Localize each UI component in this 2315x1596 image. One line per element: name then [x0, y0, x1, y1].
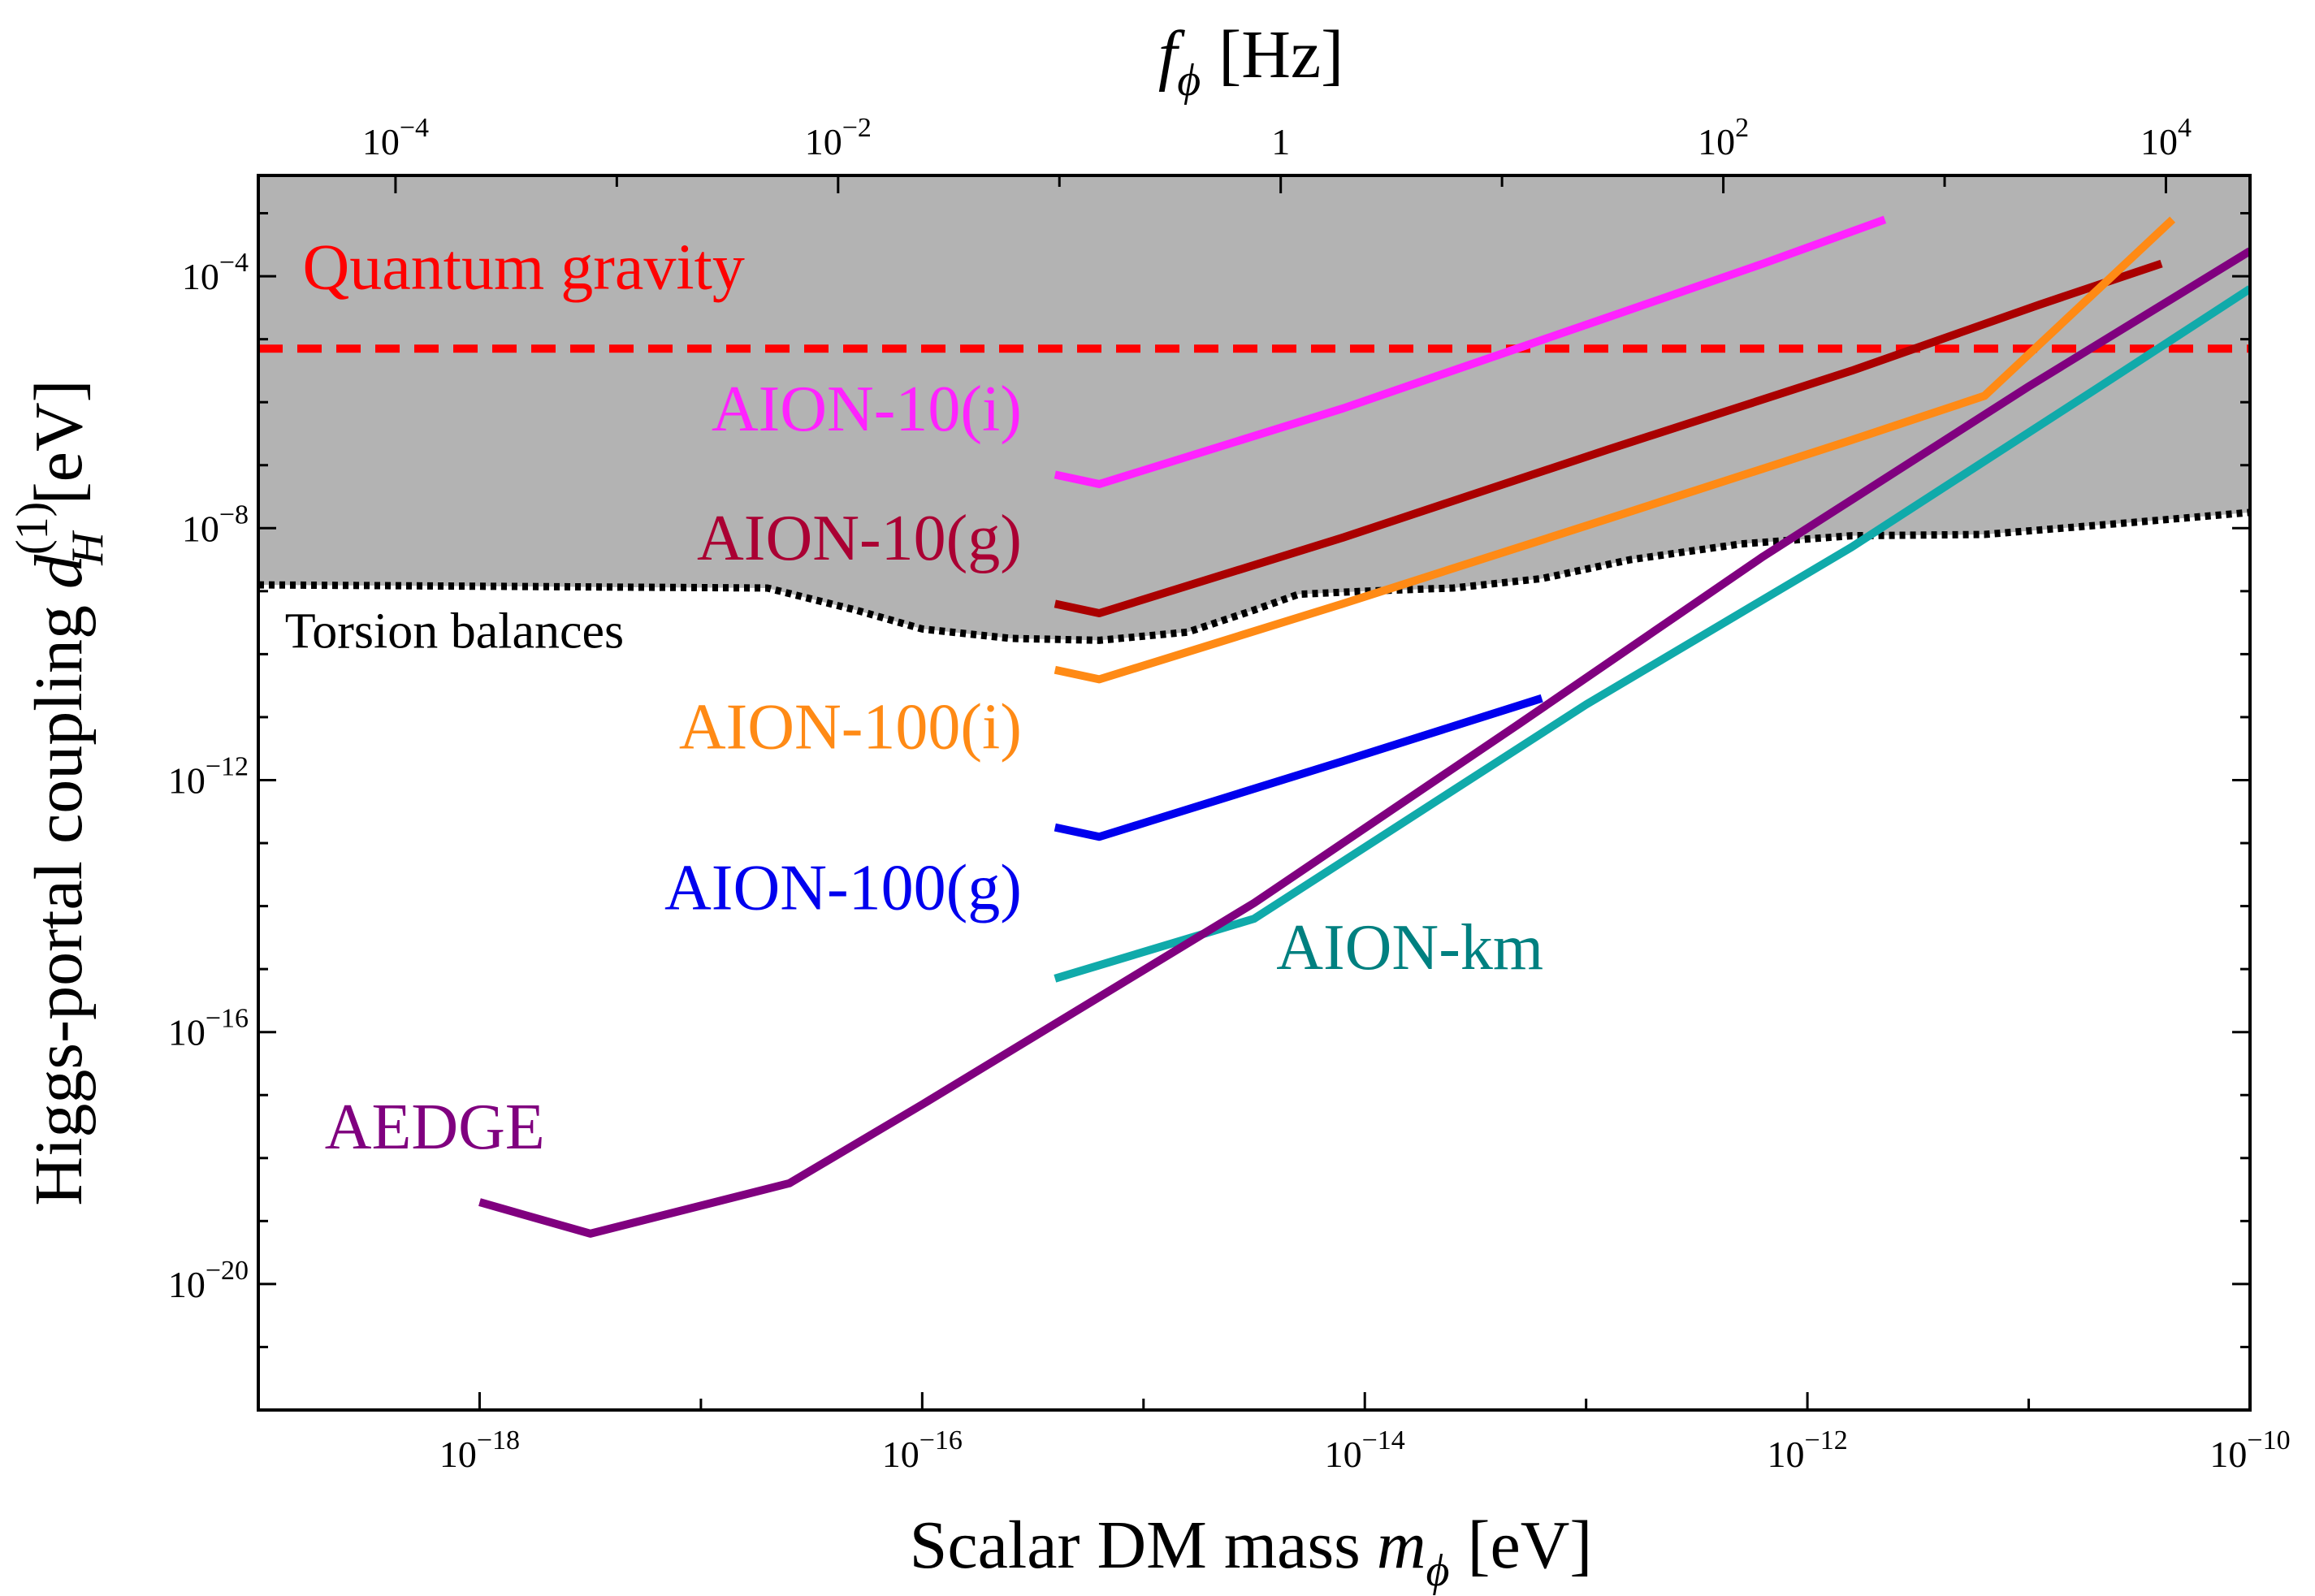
y-tick-label: 10−20: [168, 1256, 249, 1305]
excluded-region-torsion-balances: [258, 175, 2250, 641]
x-tick-label: 10−14: [1325, 1425, 1405, 1475]
x-tick-label: 10−18: [439, 1425, 520, 1475]
x-axis-subscript: ϕ: [1426, 1546, 1450, 1596]
series-line-aion-100-i: [1054, 216, 2176, 684]
series-line-aion-10-i: [1054, 215, 1887, 488]
x-axis-title: Scalar DM mass mϕ [eV]: [910, 1507, 1593, 1596]
y-axis-symbol: d: [21, 554, 97, 589]
plot-frame: [257, 174, 2252, 1412]
y-tick-label: 10−12: [168, 751, 249, 801]
top-tick-label: 104: [2140, 113, 2192, 162]
label-aedge: AEDGE: [325, 1092, 545, 1163]
y-tick-label: 10−4: [182, 248, 249, 297]
label-quantum-gravity: Quantum gravity: [302, 232, 744, 304]
axes-ticks: 10−18 10−16 10−14 10−12 10−10 10−4 10−8 10−12 10…: [168, 113, 2291, 1475]
y-axis-unit: [eV]: [21, 379, 97, 504]
y-tick-label: 10−16: [168, 1004, 249, 1053]
x-axis-symbol: m: [1377, 1507, 1426, 1583]
top-axis-title: fϕ [Hz]: [1158, 17, 1344, 106]
series-line-aion-100-g: [1054, 694, 1543, 841]
series-line-aedge: [478, 247, 2250, 1238]
top-tick-label: 10−2: [805, 113, 872, 162]
top-axis-subscript: ϕ: [1177, 55, 1201, 106]
label-torsion-balances: Torsion balances: [285, 604, 624, 660]
top-axis-unit: [Hz]: [1218, 17, 1344, 93]
top-tick-label: 102: [1698, 113, 1749, 162]
y-axis-superscript: (1): [7, 502, 58, 555]
top-tick-label: 10−4: [362, 113, 429, 162]
label-aion-100-i: AION-100(i): [679, 692, 1022, 763]
top-tick-label: 1: [1271, 121, 1290, 162]
series-line-aion-km: [1054, 285, 2250, 983]
x-axis-label-text: Scalar DM mass: [910, 1507, 1361, 1583]
series-line-aion-10-g: [1054, 259, 2163, 617]
x-tick-label: 10−16: [882, 1425, 963, 1475]
y-axis-subscript: H: [63, 530, 113, 566]
y-tick-label: 10−8: [182, 500, 249, 549]
label-aion-10-i: AION-10(i): [712, 374, 1022, 445]
label-aion-100-g: AION-100(g): [664, 852, 1022, 923]
series-labels: Quantum gravity AION-10(i) AION-10(g) Torsi…: [285, 232, 1543, 1164]
x-tick-label: 10−10: [2209, 1425, 2290, 1475]
label-aion-10-g: AION-10(g): [697, 503, 1022, 574]
label-aion-km: AION-km: [1276, 912, 1543, 984]
torsion-balances-boundary: [258, 508, 2250, 644]
y-axis-label-text: Higgs-portal coupling: [21, 605, 97, 1206]
x-tick-label: 10−12: [1768, 1425, 1848, 1475]
plot-area: [258, 175, 2250, 1238]
x-axis-unit: [eV]: [1468, 1507, 1593, 1583]
y-axis-title: Higgs-portal coupling d(1) H [eV]: [7, 379, 113, 1205]
